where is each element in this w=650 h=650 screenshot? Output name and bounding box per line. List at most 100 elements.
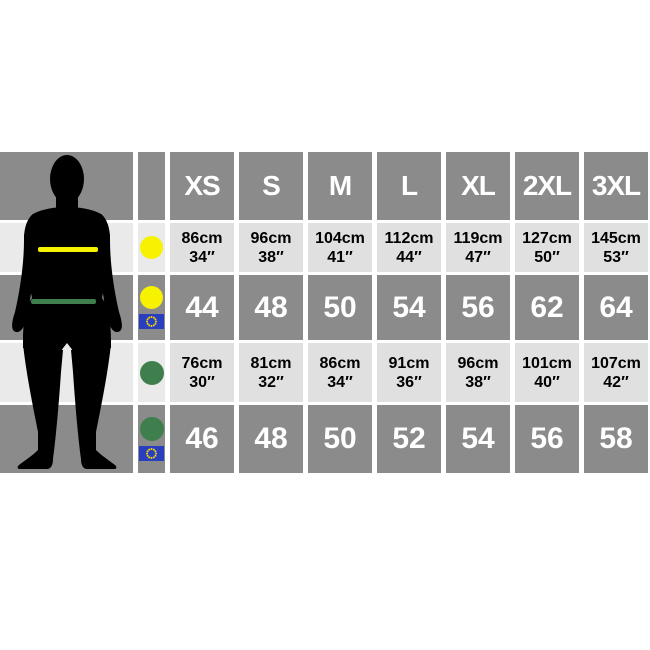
chest-in-value: 53″ — [603, 248, 629, 266]
waist-cm-value: 107cm — [591, 354, 641, 372]
size-header-cell: 3XL — [584, 152, 648, 220]
size-column-xl: XL 119cm 47″ 56 96cm 38″ 54 — [446, 152, 510, 473]
chest-eu-cell: 54 — [377, 275, 441, 340]
chest-eu-cell: 48 — [239, 275, 303, 340]
indicator-column — [138, 152, 165, 473]
waist-cm-value: 86cm — [319, 354, 361, 372]
chest-eu-value: 50 — [323, 290, 357, 324]
chest-cm-value: 96cm — [250, 229, 292, 247]
waist-cell: 81cm 32″ — [239, 343, 303, 402]
waist-cm-value: 81cm — [250, 354, 292, 372]
size-header-cell: XS — [170, 152, 234, 220]
size-label: 2XL — [522, 170, 572, 201]
waist-cell: 86cm 34″ — [308, 343, 372, 402]
waist-cell: 91cm 36″ — [377, 343, 441, 402]
waist-eu-cell: 50 — [308, 405, 372, 473]
waist-eu-value: 50 — [323, 422, 357, 455]
size-header-cell: XL — [446, 152, 510, 220]
chest-in-value: 38″ — [258, 248, 284, 266]
waist-eu-value: 54 — [461, 422, 495, 455]
waist-in-value: 30″ — [189, 373, 215, 391]
chest-cell: 86cm 34″ — [170, 223, 234, 272]
eu-flag-icon — [139, 314, 164, 329]
waist-eu-cell: 56 — [515, 405, 579, 473]
chest-cell: 127cm 50″ — [515, 223, 579, 272]
size-label: M — [328, 170, 352, 201]
waist-in-value: 34″ — [327, 373, 353, 391]
size-header-cell: L — [377, 152, 441, 220]
waist-cm-value: 91cm — [388, 354, 430, 372]
waist-eu-value: 52 — [392, 422, 426, 455]
size-label: XL — [461, 170, 496, 201]
male-silhouette-figure — [12, 155, 122, 469]
chest-cm-value: 112cm — [384, 229, 434, 247]
chest-eu-value: 64 — [599, 290, 633, 324]
eu-flag-icon — [139, 446, 164, 461]
chest-cm-value: 127cm — [522, 229, 572, 247]
chest-yellow-dot-icon — [140, 286, 163, 309]
chest-eu-value: 44 — [185, 290, 219, 324]
waist-eu-value: 56 — [530, 422, 564, 455]
waist-in-value: 32″ — [258, 373, 284, 391]
waist-indicator-cell — [138, 343, 165, 402]
waist-in-value: 40″ — [534, 373, 560, 391]
waist-measure-line — [31, 299, 96, 304]
size-chart: XS 86cm 34″ 44 76cm 30″ 46 S 96cm 38″ 48 81… — [0, 152, 648, 473]
chest-eu-cell: 44 — [170, 275, 234, 340]
chest-cm-value: 86cm — [181, 229, 223, 247]
size-label: XS — [184, 170, 220, 201]
waist-cell: 107cm 42″ — [584, 343, 648, 402]
waist-eu-indicator-cell — [138, 405, 165, 473]
waist-green-dot-icon — [139, 360, 164, 385]
size-header-cell: M — [308, 152, 372, 220]
waist-cell: 101cm 40″ — [515, 343, 579, 402]
silhouette-band — [0, 405, 133, 473]
waist-in-value: 38″ — [465, 373, 491, 391]
waist-eu-value: 48 — [254, 422, 288, 455]
size-label: L — [400, 170, 418, 201]
waist-eu-cell: 48 — [239, 405, 303, 473]
chest-in-value: 47″ — [465, 248, 491, 266]
size-column-s: S 96cm 38″ 48 81cm 32″ 48 — [239, 152, 303, 473]
size-column-3xl: 3XL 145cm 53″ 64 107cm 42″ 58 — [584, 152, 648, 473]
chest-in-value: 41″ — [327, 248, 353, 266]
chest-cell: 112cm 44″ — [377, 223, 441, 272]
chest-eu-cell: 62 — [515, 275, 579, 340]
chest-cm-value: 119cm — [453, 229, 503, 247]
size-label: S — [262, 170, 281, 201]
waist-cm-value: 76cm — [181, 354, 223, 372]
size-column-m: M 104cm 41″ 50 86cm 34″ 50 — [308, 152, 372, 473]
size-column-l: L 112cm 44″ 54 91cm 36″ 52 — [377, 152, 441, 473]
size-header-cell: S — [239, 152, 303, 220]
size-column-2xl: 2XL 127cm 50″ 62 101cm 40″ 56 — [515, 152, 579, 473]
chest-cm-value: 104cm — [315, 229, 365, 247]
chest-in-value: 34″ — [189, 248, 215, 266]
chest-cell: 104cm 41″ — [308, 223, 372, 272]
waist-green-dot-icon — [139, 417, 164, 441]
chest-cell: 145cm 53″ — [584, 223, 648, 272]
chest-eu-cell: 64 — [584, 275, 648, 340]
chest-eu-value: 56 — [461, 290, 495, 324]
chest-cell: 119cm 47″ — [446, 223, 510, 272]
chest-cm-value: 145cm — [591, 229, 641, 247]
waist-eu-cell: 52 — [377, 405, 441, 473]
chest-yellow-dot-icon — [140, 236, 163, 259]
waist-eu-value: 58 — [599, 422, 633, 455]
chest-eu-cell: 50 — [308, 275, 372, 340]
chest-eu-indicator-cell — [138, 275, 165, 340]
waist-in-value: 36″ — [396, 373, 422, 391]
chest-eu-value: 62 — [530, 290, 564, 324]
indicator-header-cell — [138, 152, 165, 220]
chest-eu-cell: 56 — [446, 275, 510, 340]
waist-cm-value: 101cm — [522, 354, 572, 372]
chest-in-value: 44″ — [396, 248, 422, 266]
chest-indicator-cell — [138, 223, 165, 272]
chest-in-value: 50″ — [534, 248, 560, 266]
chest-eu-value: 48 — [254, 290, 288, 324]
waist-cell: 96cm 38″ — [446, 343, 510, 402]
waist-eu-cell: 46 — [170, 405, 234, 473]
waist-cm-value: 96cm — [457, 354, 499, 372]
chest-measure-line — [38, 247, 98, 252]
waist-in-value: 42″ — [603, 373, 629, 391]
